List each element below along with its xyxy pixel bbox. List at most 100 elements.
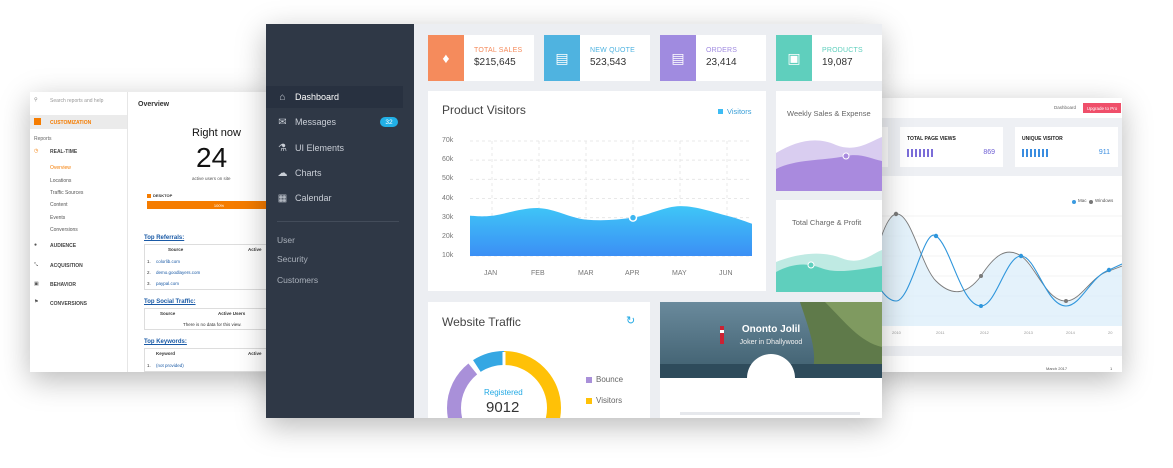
col-source: Source xyxy=(168,247,184,252)
desktop-label: DESKTOP xyxy=(153,193,173,198)
person-icon: ● xyxy=(34,242,38,248)
stat-card-total-sales: ♦ TOTAL SALES $215,645 xyxy=(428,35,534,81)
page-views-value: 869 xyxy=(983,149,995,156)
sidebar-item-dashboard[interactable]: ⌂ Dashboard xyxy=(266,86,403,108)
dashboard-link[interactable]: Dashboard xyxy=(1054,105,1077,110)
product-visitors-chart xyxy=(470,140,752,257)
legend-bounce: Bounce xyxy=(596,375,624,384)
mac-windows-chart xyxy=(866,211,1122,326)
top-keywords-heading: Top Keywords: xyxy=(144,339,187,345)
active-count: 24 xyxy=(196,142,228,173)
charge-profit-chart xyxy=(776,250,882,292)
document-icon: ▤ xyxy=(544,35,580,81)
top-referrals-heading: Top Referrals: xyxy=(144,235,185,241)
year-tick: 2014 xyxy=(1066,330,1075,335)
main-dashboard: ⌂ Dashboard ✉ Messages 32 ⚗ UI Elements … xyxy=(266,24,882,418)
referral-link[interactable]: paypal.com xyxy=(156,281,180,286)
stat-label: PRODUCTS xyxy=(822,47,863,54)
y-tick-label: 20k xyxy=(442,232,454,240)
acquisition-link[interactable]: ACQUISITION xyxy=(50,263,83,269)
sidebar-item-customers[interactable]: Customers xyxy=(277,275,319,285)
sidebar-item-calendar[interactable]: ▦ Calendar xyxy=(277,187,414,209)
behavior-link[interactable]: BEHAVIOR xyxy=(50,282,77,288)
acquisition-icon: ⤡ xyxy=(34,262,39,268)
website-traffic-card: Website Traffic ↻ Registered 9012 Bounce… xyxy=(428,302,650,418)
y-tick-label: 30k xyxy=(442,213,454,221)
legend-swatch xyxy=(718,109,723,114)
realtime-item[interactable]: Overview xyxy=(50,165,71,171)
sidebar-item-label: Messages xyxy=(295,117,337,127)
donut-center-value: 9012 xyxy=(486,399,520,416)
realtime-item[interactable]: Content xyxy=(50,202,68,208)
footer-num: 1 xyxy=(1110,366,1113,371)
sidebar: ⌂ Dashboard ✉ Messages 32 ⚗ UI Elements … xyxy=(266,24,414,418)
realtime-link[interactable]: REAL-TIME xyxy=(50,149,78,155)
realtime-item[interactable]: Locations xyxy=(50,178,72,184)
y-tick-label: 40k xyxy=(442,194,454,202)
customization-link[interactable]: CUSTOMIZATION xyxy=(50,120,92,126)
refresh-icon[interactable]: ↻ xyxy=(626,315,636,327)
referral-link[interactable]: demo.goodlayers.com xyxy=(156,270,201,275)
legend-swatch xyxy=(586,398,592,404)
audience-link[interactable]: AUDIENCE xyxy=(50,243,77,249)
realtime-item[interactable]: Traffic Sources xyxy=(50,190,84,196)
referral-link[interactable]: colorlib.com xyxy=(156,259,181,264)
box-icon: ▣ xyxy=(776,35,812,81)
stat-value: 19,087 xyxy=(822,57,853,68)
sidebar-item-label: Charts xyxy=(295,168,322,178)
sidebar-item-user[interactable]: User xyxy=(277,235,295,245)
data-point xyxy=(628,213,638,222)
traffic-donut xyxy=(447,351,561,418)
legend-mac: Mac xyxy=(1078,198,1087,203)
active-label: active users on site xyxy=(192,176,231,181)
avatar[interactable] xyxy=(747,354,795,402)
grid-icon xyxy=(34,118,41,125)
footer-month: March 2017 xyxy=(1046,366,1068,371)
clock-icon: ◷ xyxy=(34,148,39,154)
y-tick-label: 10k xyxy=(442,252,454,259)
search-icon[interactable]: ⚲ xyxy=(34,97,38,103)
flask-icon: ⚗ xyxy=(278,142,287,154)
line-chart-card: Mac Windows 2010 2011 2012 2013 2014 20 xyxy=(866,176,1122,346)
year-tick: 2013 xyxy=(1024,330,1033,335)
profile-name: Ononto Jolil xyxy=(741,324,801,335)
realtime-item[interactable]: Events xyxy=(50,215,66,221)
analytics-panel: ⚲ Search reports and help CUSTOMIZATION … xyxy=(30,92,290,372)
sidebar-item-label: Dashboard xyxy=(295,92,340,102)
profile-subtitle: Joker in Dhallywood xyxy=(739,339,803,346)
search-input[interactable]: Search reports and help xyxy=(50,98,104,104)
sidebar-item-charts[interactable]: ☁ Charts xyxy=(277,162,414,184)
sidebar-item-messages[interactable]: ✉ Messages 32 xyxy=(277,111,414,133)
conversions-link[interactable]: CONVERSIONS xyxy=(50,301,87,307)
right-now-label: Right now xyxy=(192,127,241,139)
sidebar-item-ui-elements[interactable]: ⚗ UI Elements xyxy=(277,137,414,159)
analytics-main: Overview Right now 24 active users on si… xyxy=(127,92,290,372)
stat-label: ORDERS xyxy=(706,47,738,54)
desktop-progress: 100% xyxy=(147,201,290,209)
right-dashboard-panel: Dashboard Upgrade to Pro TOTAL PAGE VIEW… xyxy=(866,98,1122,372)
reports-heading: Reports xyxy=(34,136,52,142)
stat-label: NEW QUOTE xyxy=(590,47,635,54)
top-social-heading: Top Social Traffic: xyxy=(144,299,196,305)
sidebar-item-security[interactable]: Security xyxy=(277,254,308,264)
card-title: Total Charge & Profit xyxy=(792,218,862,227)
year-tick: 20 xyxy=(1108,330,1113,335)
profile-card: Ononto Jolil Joker in Dhallywood xyxy=(660,302,882,418)
page-views-label: TOTAL PAGE VIEWS xyxy=(907,136,956,142)
weekly-sales-chart xyxy=(776,137,882,191)
realtime-item[interactable]: Conversions xyxy=(50,227,78,233)
stat-value: 23,414 xyxy=(706,57,737,68)
col-active: Active xyxy=(248,247,262,252)
desktop-progress-fill: 100% xyxy=(147,201,290,209)
stat-card-new-quote: ▤ NEW QUOTE 523,543 xyxy=(544,35,650,81)
y-tick-label: 70k xyxy=(442,137,454,144)
stat-value: 523,543 xyxy=(590,57,627,68)
upgrade-button[interactable]: Upgrade to Pro xyxy=(1083,103,1121,113)
year-tick: 2011 xyxy=(936,330,945,335)
keyword-link[interactable]: (not provided) xyxy=(156,363,184,368)
col-active: Active xyxy=(248,351,262,356)
y-tick-label: 50k xyxy=(442,175,454,183)
card-title: Weekly Sales & Expense xyxy=(787,109,871,118)
unique-visitor-value: 911 xyxy=(1098,149,1110,156)
database-icon: ▤ xyxy=(660,35,696,81)
